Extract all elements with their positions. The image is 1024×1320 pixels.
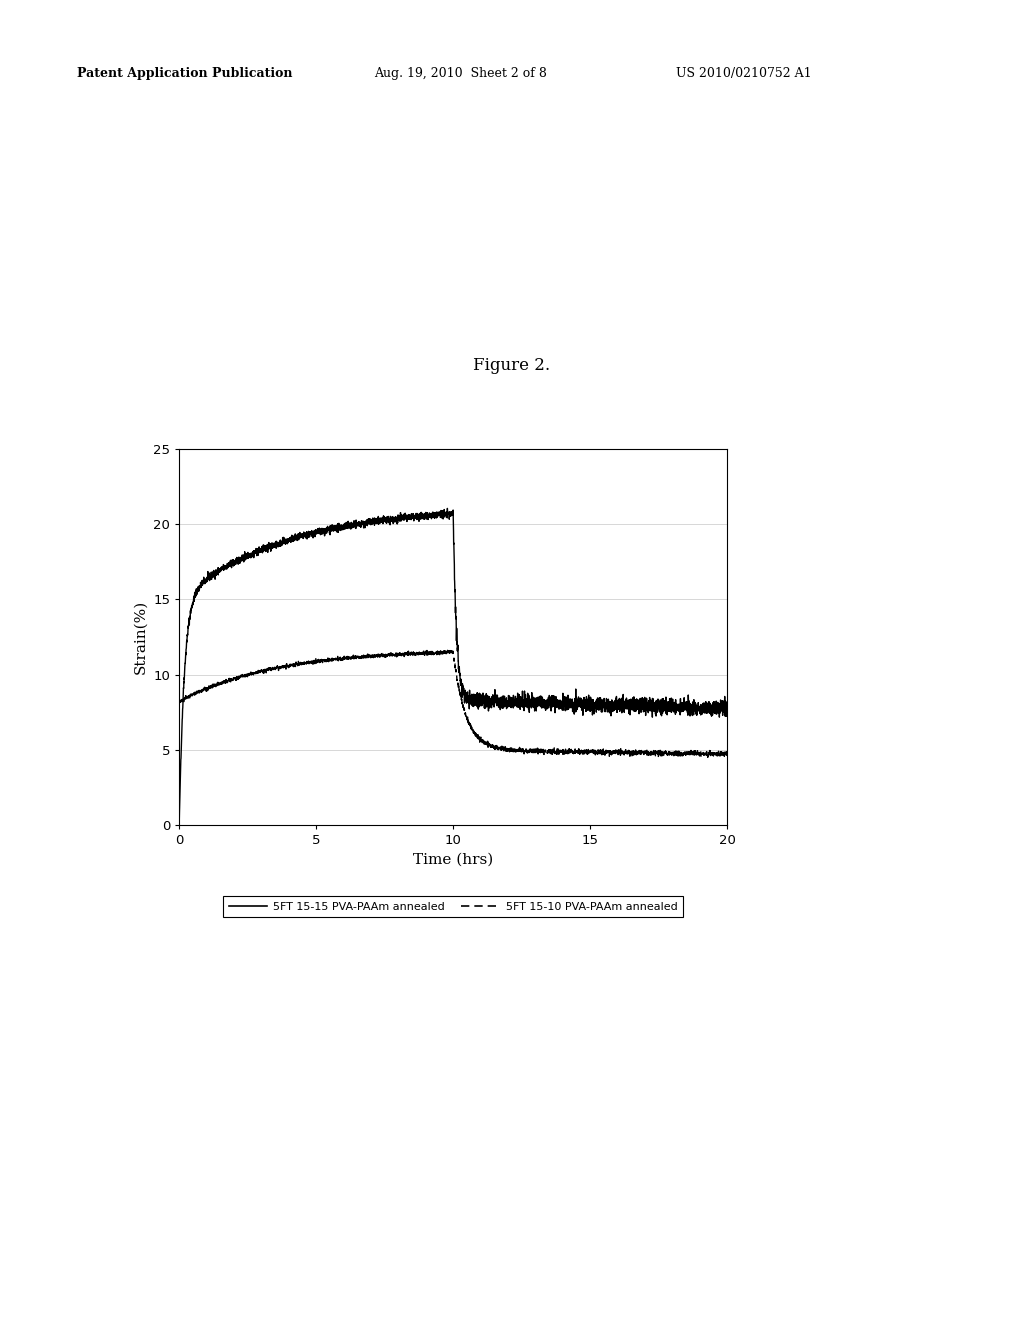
Y-axis label: Strain(%): Strain(%) <box>133 599 147 675</box>
Legend: 5FT 15-15 PVA-PAAm annealed, 5FT 15-10 PVA-PAAm annealed: 5FT 15-15 PVA-PAAm annealed, 5FT 15-10 P… <box>223 896 683 917</box>
Text: Aug. 19, 2010  Sheet 2 of 8: Aug. 19, 2010 Sheet 2 of 8 <box>374 67 547 81</box>
Text: US 2010/0210752 A1: US 2010/0210752 A1 <box>676 67 811 81</box>
Text: Figure 2.: Figure 2. <box>473 356 551 374</box>
X-axis label: Time (hrs): Time (hrs) <box>413 853 494 867</box>
Text: Patent Application Publication: Patent Application Publication <box>77 67 292 81</box>
